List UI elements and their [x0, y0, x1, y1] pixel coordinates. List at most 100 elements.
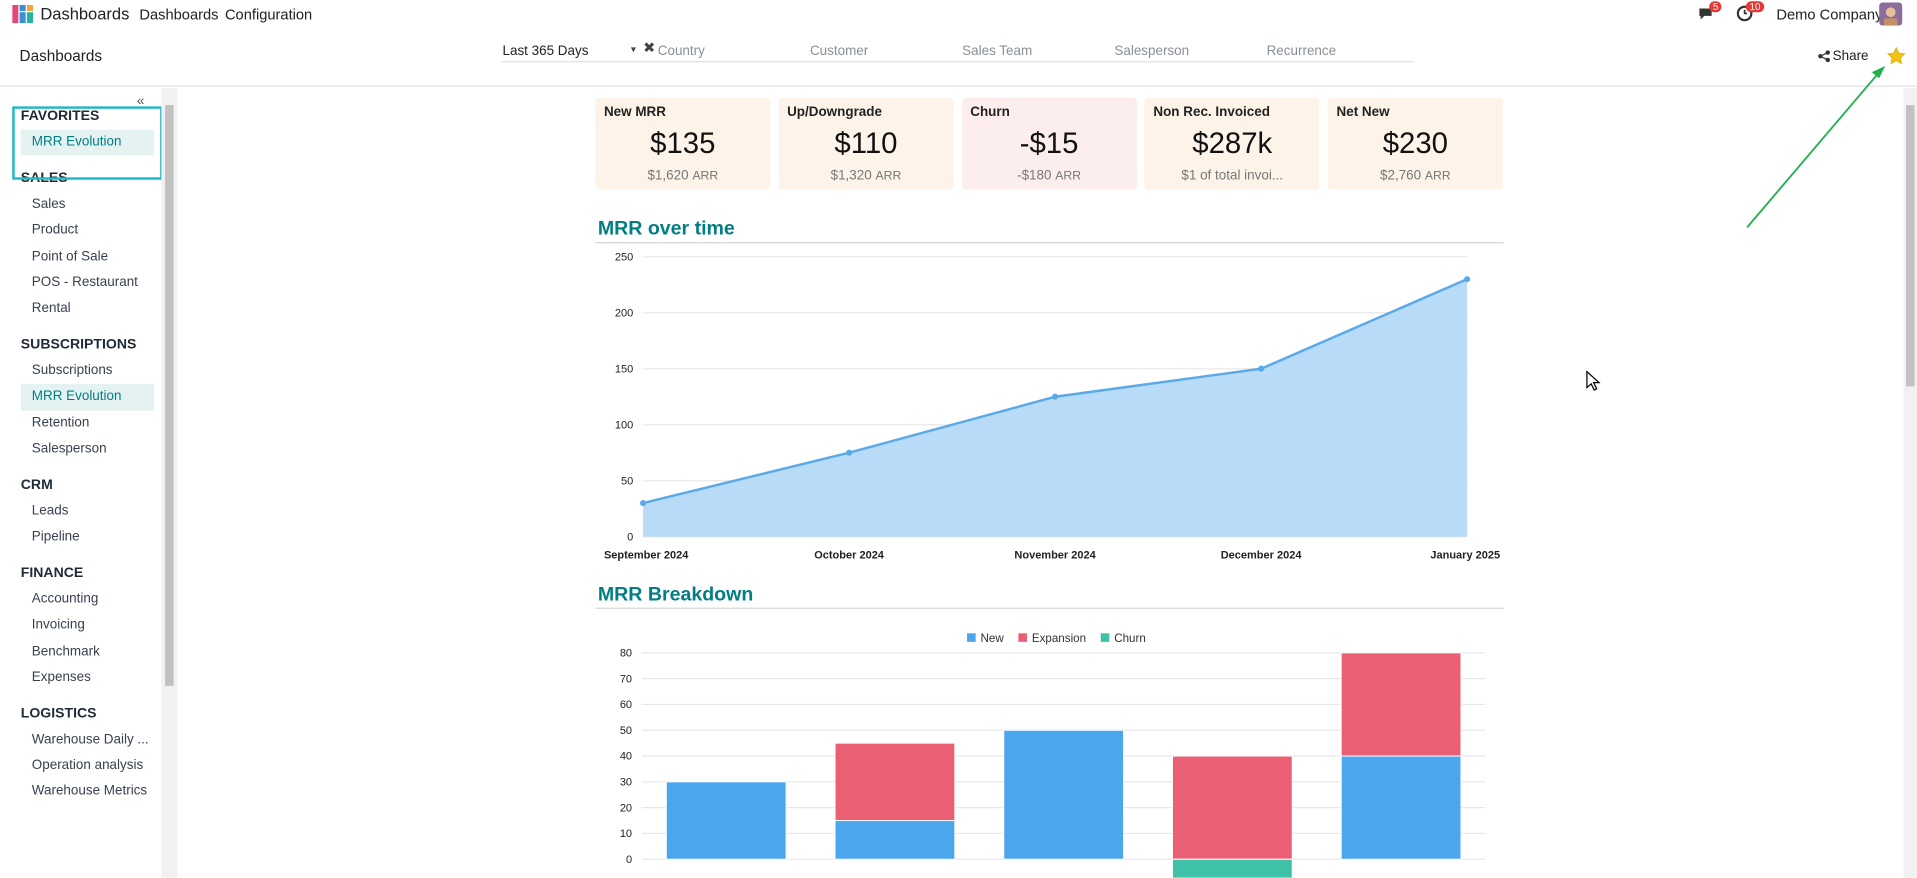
kpi-value: $110: [834, 127, 898, 161]
area: [643, 279, 1468, 537]
kpi-value: $135: [650, 127, 716, 161]
kpi-card[interactable]: Non Rec. Invoiced $287k $1 of total invoi.…: [1144, 97, 1320, 190]
point: [846, 449, 853, 456]
legend-swatch: [1100, 633, 1110, 642]
search-underline: [501, 61, 1415, 63]
kpi-sub: $1,320 ARR: [779, 169, 954, 184]
kpi-card[interactable]: Net New $230 $2,760 ARR: [1327, 97, 1503, 190]
app-name[interactable]: Dashboards: [40, 4, 130, 24]
legend-label: Expansion: [1032, 632, 1086, 645]
bar-chart: 0 10 20 30 40 50 60 70 80 New Expansion Churn: [620, 632, 1486, 878]
menu-item[interactable]: MRR Evolution: [20, 129, 155, 156]
y-tick-label: 50: [621, 475, 633, 487]
sidebar-section: LOGISTICS Warehouse Daily ... Operation an…: [0, 701, 161, 806]
legend-swatch: [1018, 633, 1027, 642]
breadcrumb[interactable]: Dashboards: [19, 47, 102, 65]
activities-icon[interactable]: [1736, 5, 1753, 22]
point: [1258, 365, 1265, 372]
company[interactable]: Demo Company: [1776, 6, 1883, 24]
menu-item[interactable]: Pipeline: [31, 529, 80, 545]
y-tick-label: 20: [620, 802, 632, 814]
date-filter[interactable]: Last 365 Days: [502, 44, 589, 59]
filter-field[interactable]: Sales Team: [962, 44, 1033, 59]
kpi-title: Up/Downgrade: [787, 105, 882, 120]
highlight-box: [12, 106, 163, 180]
kpi-sub: $1,620 ARR: [595, 169, 770, 184]
filter-field[interactable]: Salesperson: [1114, 44, 1190, 59]
kpi-value: -$15: [1019, 127, 1079, 161]
menu-item[interactable]: Configuration: [224, 6, 313, 24]
sidebar-section: SALES Sales Product Point of Sale POS - Rest…: [0, 165, 161, 321]
y-tick-label: 0: [626, 854, 632, 866]
x-tick-label: January 2025: [1430, 550, 1500, 562]
kpi-unit: ARR: [1055, 169, 1082, 184]
y-tick-label: 250: [615, 251, 633, 263]
x-tick-label: November 2024: [1014, 550, 1096, 562]
menu-item[interactable]: Warehouse Daily ...: [31, 732, 149, 747]
kpi-sub: $1 of total invoi...: [1145, 169, 1320, 184]
y-tick-label: 10: [620, 828, 632, 840]
menu-item[interactable]: Salesperson: [31, 440, 107, 456]
menu-item[interactable]: Invoicing: [31, 617, 85, 633]
menu-item[interactable]: Expenses: [31, 669, 91, 685]
kpi-sub-value: $1,620: [647, 168, 689, 184]
favorite-star[interactable]: [1886, 46, 1906, 65]
section-title: FAVORITES: [20, 108, 100, 124]
share-button[interactable]: Share: [1832, 48, 1869, 64]
kpi-card[interactable]: New MRR $135 $1,620 ARR: [595, 97, 771, 190]
menu-item[interactable]: POS - Restaurant: [31, 274, 138, 290]
y-tick-label: 30: [620, 777, 632, 789]
y-tick-label: 150: [615, 363, 633, 375]
y-tick-label: 50: [620, 725, 632, 737]
annotation-arrow: [1746, 66, 1886, 228]
menu-item[interactable]: Operation analysis: [31, 758, 144, 773]
menu-item[interactable]: Dashboards: [139, 6, 219, 24]
menu-item[interactable]: Rental: [31, 300, 71, 316]
y-tick-label: 70: [620, 673, 632, 685]
bar-segment: [834, 742, 956, 822]
menu-item[interactable]: Benchmark: [31, 643, 100, 659]
menu-item[interactable]: Point of Sale: [31, 248, 109, 264]
collapse-icon[interactable]: «: [136, 94, 145, 109]
filter-field[interactable]: Country: [657, 44, 705, 59]
y-tick-label: 100: [615, 419, 633, 431]
bar-segment: [1003, 729, 1125, 860]
filter-field[interactable]: Recurrence: [1266, 44, 1337, 59]
sidebar-section: FAVORITES MRR Evolution: [0, 103, 161, 156]
sidebar-scrollbar: [161, 88, 178, 878]
clear-icon[interactable]: ✖: [643, 39, 656, 57]
avatar[interactable]: [1879, 2, 1903, 26]
menu-item[interactable]: Product: [31, 222, 79, 238]
scroll-thumb: [165, 105, 174, 686]
bar-segment: [1171, 755, 1293, 860]
kpi-value: $230: [1382, 127, 1448, 161]
menu-item[interactable]: Retention: [31, 415, 90, 430]
bar-segment: [665, 781, 787, 860]
menu-item[interactable]: Leads: [31, 503, 69, 519]
y-tick-label: 0: [627, 531, 633, 543]
kpi-sub-value: $2,760: [1380, 168, 1422, 184]
caret: ▾: [630, 44, 636, 56]
sidebar: FAVORITES MRR Evolution SALES Sales Product P…: [0, 103, 161, 815]
kpi-title: New MRR: [603, 105, 666, 120]
menu-item[interactable]: Warehouse Metrics: [31, 784, 148, 799]
menu-item[interactable]: MRR Evolution: [20, 384, 155, 411]
kpi-title: Non Rec. Invoiced: [1153, 105, 1270, 120]
messages-icon[interactable]: [1697, 5, 1714, 22]
kpi-sub-value: $1,320: [830, 168, 872, 184]
menu-item[interactable]: Accounting: [31, 592, 99, 607]
bar-segment: [1340, 652, 1462, 757]
app-icon: [12, 4, 34, 24]
filter-field[interactable]: Customer: [809, 44, 869, 59]
kpi-unit: ARR: [692, 169, 719, 184]
kpi-card[interactable]: Up/Downgrade $110 $1,320 ARR: [778, 97, 954, 190]
point: [1464, 276, 1471, 283]
menu-item[interactable]: Subscriptions: [31, 363, 113, 378]
y-tick-label: 200: [615, 307, 633, 319]
x-tick-label: December 2024: [1221, 550, 1303, 562]
menu-item[interactable]: Sales: [31, 197, 66, 212]
sidebar-section: FINANCE Accounting Invoicing Benchmark Expen…: [0, 560, 161, 691]
kpi-card[interactable]: Churn -$15 -$180 ARR: [961, 97, 1137, 190]
x-tick-label: October 2024: [814, 550, 885, 562]
